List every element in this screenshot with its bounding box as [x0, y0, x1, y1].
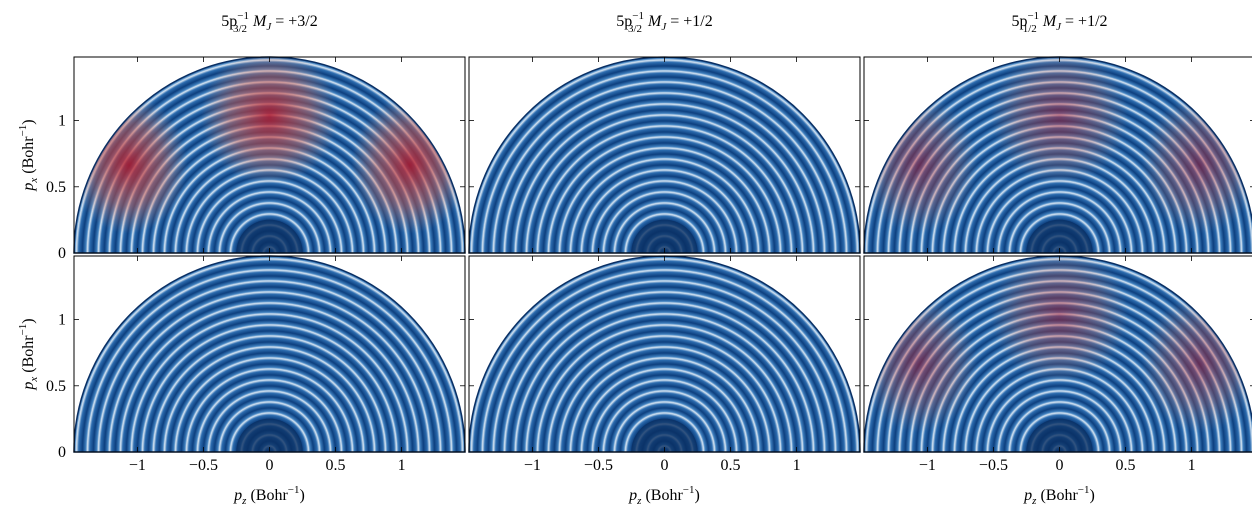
panel-title: 5p−1 3/2 MJ = +1/2	[616, 10, 713, 35]
heatmap-texture	[864, 255, 1252, 452]
heatmap-texture	[864, 56, 1252, 253]
x-axis-label: pz (Bohr−1)	[628, 484, 700, 507]
y-tick-label: 0.5	[46, 378, 66, 395]
x-tick-label: 1	[398, 457, 406, 474]
x-axis-label: pz (Bohr−1)	[233, 484, 305, 507]
y-tick-label: 0	[58, 245, 66, 262]
x-tick-label: 0.5	[326, 457, 346, 474]
y-axis-label: px (Bohr−1)	[17, 318, 40, 390]
x-tick-label: −0.5	[584, 457, 613, 474]
panel: 5p−1 1/2 MJ = +1/2	[863, 10, 1252, 254]
x-tick-label: −1	[919, 457, 936, 474]
x-tick-label: 1	[1188, 457, 1196, 474]
x-tick-label: 0	[1056, 457, 1064, 474]
x-tick-label: 0	[661, 457, 669, 474]
panel: 5p−1 3/2 MJ = +1/2	[468, 10, 861, 254]
panel-title: 5p−1 1/2 MJ = +1/2	[1011, 10, 1107, 35]
panel-title: 5p−1 3/2 MJ = +3/2	[221, 10, 318, 35]
y-tick-label: 0.5	[46, 179, 66, 196]
panel: −1 −0.5 0 0.5 1 pz (Bohr−1)	[468, 255, 861, 507]
y-tick-label: 0	[58, 444, 66, 461]
x-tick-label: 0.5	[1116, 457, 1136, 474]
x-axis-label: pz (Bohr−1)	[1023, 484, 1095, 507]
panel: 0 0.5 1 5p−1 3/2 MJ = +3/2 px (Bohr−1)	[17, 10, 466, 262]
x-tick-label: −0.5	[189, 457, 218, 474]
x-tick-label: 0.5	[721, 457, 741, 474]
y-axis-label: px (Bohr−1)	[17, 119, 40, 191]
x-tick-label: 0	[266, 457, 274, 474]
y-tick-label: 1	[58, 312, 66, 329]
panel: −1 −0.5 0 0.5 1 0 0.5 1 pz (Bohr−1) px (Bohr−1)	[17, 255, 466, 507]
panel: −1 −0.5 0 0.5 1 pz (Bohr−1)	[863, 255, 1252, 507]
x-tick-label: −1	[129, 457, 146, 474]
x-tick-label: −0.5	[979, 457, 1008, 474]
y-tick-label: 1	[58, 113, 66, 130]
x-tick-label: −1	[524, 457, 541, 474]
x-tick-label: 1	[793, 457, 801, 474]
